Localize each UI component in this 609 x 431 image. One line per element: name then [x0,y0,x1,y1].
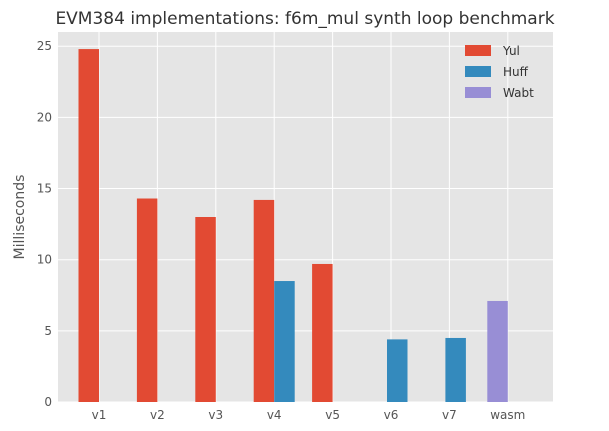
legend-swatch-huff [465,66,491,77]
y-tick-label: 0 [44,395,52,409]
y-tick-label: 15 [37,182,52,196]
bar-yul-v2 [136,198,158,402]
y-tick-label: 20 [37,110,52,124]
x-tick-label: v1 [92,408,107,422]
bar-wabt-wasm [487,300,508,402]
x-tick-label: v3 [208,408,223,422]
legend-swatch-wabt [465,87,491,98]
x-tick-label: v6 [384,408,399,422]
legend: Yul Huff Wabt [465,44,534,100]
chart-title: EVM384 implementations: f6m_mul synth lo… [55,9,554,29]
x-tick-label: v7 [442,408,457,422]
bar-yul-v1 [78,49,99,402]
bar-huff-v7 [445,337,466,402]
y-tick-label: 25 [37,39,52,53]
bar-huff-v6 [387,339,408,402]
y-tick-label: 10 [37,253,52,267]
legend-label-huff: Huff [503,65,529,79]
legend-label-wabt: Wabt [503,86,534,100]
legend-swatch-yul [465,45,491,56]
y-axis-label: Milliseconds [12,175,28,260]
y-tick-label: 5 [44,324,52,338]
x-tick-labels: v1 v2 v3 v4 v5 v6 v7 wasm [92,408,526,422]
bar-huff-v4 [274,281,295,402]
x-tick-label: v5 [325,408,340,422]
x-tick-label: v2 [150,408,165,422]
x-tick-label: wasm [490,408,525,422]
bar-yul-v3 [195,217,216,402]
bar-yul-v5 [312,263,333,402]
bar-yul-v4 [253,199,275,402]
bars [78,49,508,402]
legend-label-yul: Yul [502,44,520,58]
x-tick-label: v4 [267,408,282,422]
y-tick-labels: 0 5 10 15 20 25 [37,39,52,409]
